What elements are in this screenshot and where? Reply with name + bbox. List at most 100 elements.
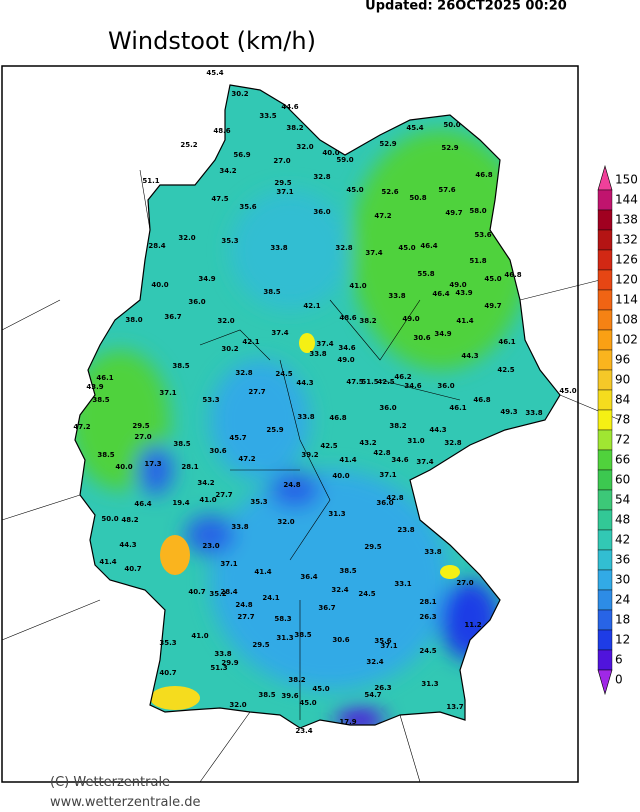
colorbar-swatch <box>597 609 613 631</box>
station-value: 32.8 <box>444 439 461 447</box>
station-value: 34.6 <box>338 344 355 352</box>
colorbar-swatch <box>597 389 613 411</box>
station-value: 19.4 <box>172 499 189 507</box>
station-value: 42.5 <box>377 378 394 386</box>
colorbar-swatch <box>597 489 613 511</box>
station-value: 49.0 <box>402 315 419 323</box>
station-value: 30.2 <box>231 90 248 98</box>
station-value: 48.6 <box>339 314 356 322</box>
station-value: 38.5 <box>294 631 311 639</box>
station-value: 38.5 <box>173 440 190 448</box>
station-value: 42.5 <box>320 442 337 450</box>
station-value: 46.1 <box>498 338 515 346</box>
colorbar: 1501441381321261201141081029690847872666… <box>597 164 638 696</box>
colorbar-swatch <box>597 469 613 491</box>
colorbar-swatch <box>597 429 613 451</box>
station-value: 41.4 <box>339 456 356 464</box>
station-value: 32.8 <box>335 244 352 252</box>
station-value: 27.0 <box>273 157 290 165</box>
colorbar-label: 48 <box>615 513 630 527</box>
colorbar-label: 78 <box>615 413 630 427</box>
station-value: 17.9 <box>339 718 356 726</box>
station-value: 44.3 <box>429 426 446 434</box>
station-value: 33.8 <box>297 413 314 421</box>
colorbar-label: 144 <box>615 193 638 207</box>
updated: Updated: 26OCT2025 00:20 <box>365 0 567 14</box>
colorbar-swatch <box>597 529 613 551</box>
station-value: 41.0 <box>199 496 216 504</box>
colorbar-swatch <box>597 189 613 211</box>
colorbar-label: 0 <box>615 673 623 687</box>
colorbar-swatch <box>597 649 613 671</box>
station-value: 32.4 <box>331 586 348 594</box>
station-value: 29.5 <box>364 543 381 551</box>
station-value: 45.0 <box>484 275 501 283</box>
station-value: 58.0 <box>469 207 486 215</box>
station-value: 41.4 <box>456 317 473 325</box>
station-value: 35.3 <box>250 498 267 506</box>
station-value: 50.8 <box>409 194 426 202</box>
station-value: 58.3 <box>274 615 291 623</box>
station-value: 52.9 <box>379 140 396 148</box>
station-value: 29.9 <box>221 659 238 667</box>
station-value: 33.8 <box>388 292 405 300</box>
station-value: 51.1 <box>142 177 159 185</box>
station-value: 40.7 <box>159 669 176 677</box>
station-value: 45.7 <box>229 434 246 442</box>
station-value: 38.5 <box>97 451 114 459</box>
station-value: 45.0 <box>346 186 363 194</box>
station-value: 27.0 <box>456 579 473 587</box>
station-value: 47.5 <box>211 195 228 203</box>
station-value: 51.8 <box>469 257 486 265</box>
station-value: 32.0 <box>217 317 234 325</box>
station-value: 34.6 <box>404 382 421 390</box>
station-value: 45.0 <box>559 387 576 395</box>
station-value: 53.3 <box>202 396 219 404</box>
station-value: 57.6 <box>438 186 455 194</box>
station-value: 32.8 <box>313 173 330 181</box>
colorbar-cap <box>597 164 613 191</box>
station-value: 40.0 <box>322 149 339 157</box>
station-value: 47.2 <box>374 212 391 220</box>
colorbar-label: 24 <box>615 593 630 607</box>
station-value: 33.8 <box>525 409 542 417</box>
station-value: 45.0 <box>312 685 329 693</box>
station-value: 39.6 <box>281 692 298 700</box>
station-value: 46.1 <box>96 374 113 382</box>
colorbar-label: 36 <box>615 553 630 567</box>
colorbar-label: 90 <box>615 373 630 387</box>
station-value: 47.2 <box>238 455 255 463</box>
colorbar-label: 72 <box>615 433 630 447</box>
station-value: 39.2 <box>301 451 318 459</box>
station-value: 29.5 <box>274 179 291 187</box>
station-value: 24.8 <box>283 481 300 489</box>
station-value: 32.0 <box>296 143 313 151</box>
station-value: 29.5 <box>252 641 269 649</box>
station-value: 46.8 <box>504 271 521 279</box>
station-value: 45.4 <box>406 124 423 132</box>
station-value: 38.5 <box>263 288 280 296</box>
station-value: 35.3 <box>159 639 176 647</box>
station-value: 46.8 <box>473 396 490 404</box>
station-value: 49.7 <box>445 209 462 217</box>
colorbar-label: 18 <box>615 613 630 627</box>
station-value: 30.6 <box>413 334 430 342</box>
station-values: 45.430.244.633.538.248.625.2 32.056.927.0… <box>73 69 576 735</box>
station-value: 45.0 <box>299 699 316 707</box>
station-value: 46.8 <box>475 171 492 179</box>
station-value: 46.2 <box>394 373 411 381</box>
station-value: 46.1 <box>449 404 466 412</box>
station-value: 25.9 <box>266 426 283 434</box>
station-value: 42.1 <box>303 302 320 310</box>
station-value: 27.7 <box>237 613 254 621</box>
station-value: 24.1 <box>262 594 279 602</box>
station-value: 36.7 <box>164 313 181 321</box>
station-value: 29.5 <box>132 422 149 430</box>
colorbar-swatch <box>597 629 613 651</box>
station-value: 40.0 <box>115 463 132 471</box>
station-value: 55.8 <box>417 270 434 278</box>
station-value: 23.0 <box>202 542 219 550</box>
station-value: 37.1 <box>220 560 237 568</box>
station-value: 34.9 <box>198 275 215 283</box>
